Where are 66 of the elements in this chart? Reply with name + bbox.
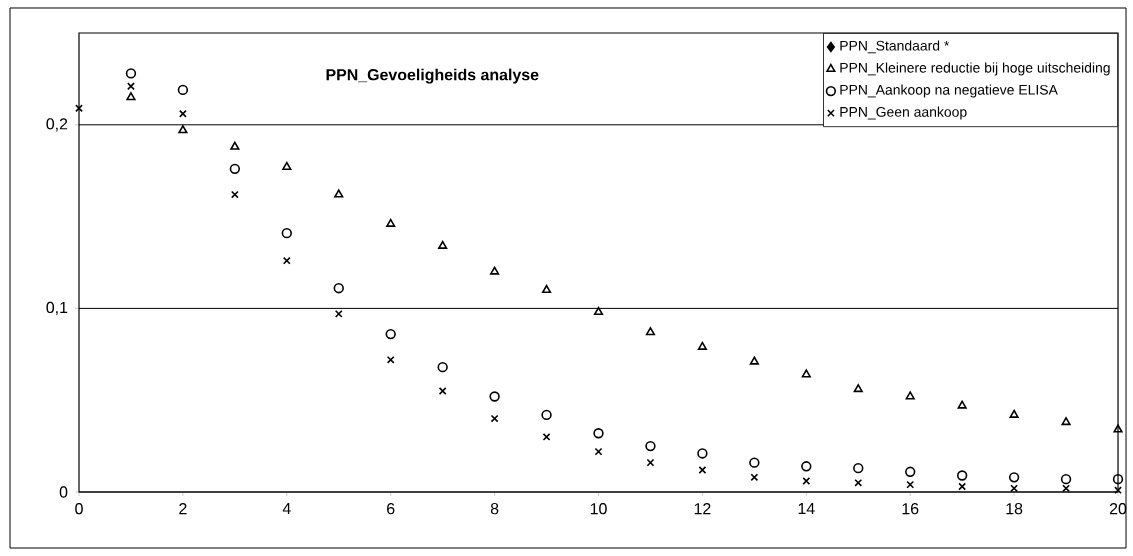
- point: [801, 461, 812, 472]
- point: [490, 414, 499, 423]
- point: [282, 161, 292, 171]
- point: [1009, 409, 1019, 418]
- point: [333, 283, 344, 294]
- point: [697, 341, 707, 350]
- x-tick-label: 6: [387, 503, 395, 515]
- legend-label: PPN_Standaard *: [840, 40, 950, 54]
- legend-label: PPN_Kleinere reductie bij hoge uitscheiding: [840, 62, 1110, 76]
- x-tick-label: 12: [694, 503, 711, 515]
- point: [593, 306, 604, 316]
- point: [179, 109, 187, 118]
- point: [956, 470, 968, 481]
- point: [489, 391, 500, 402]
- point: [853, 462, 864, 474]
- point: [386, 355, 395, 364]
- point: [230, 141, 240, 150]
- x-tick-label: 16: [902, 503, 919, 515]
- x-tick-label: 8: [490, 503, 499, 515]
- point: [178, 125, 188, 134]
- point: [646, 458, 655, 467]
- legend-label: PPN_Aankoop na negatieve ELISA: [840, 84, 1058, 98]
- point: [334, 189, 344, 198]
- x-tick-label: 0: [75, 503, 83, 515]
- point: [438, 240, 448, 249]
- y-tick-label: 0,1: [46, 301, 68, 315]
- point: [1113, 424, 1123, 433]
- x-tick-label: 2: [179, 503, 187, 515]
- point: [593, 428, 604, 439]
- point: [281, 227, 292, 239]
- y-tick-label: 0: [59, 486, 68, 498]
- point: [645, 327, 656, 336]
- point: [854, 478, 863, 487]
- point: [1061, 417, 1071, 426]
- x-tick-label: 10: [590, 503, 607, 515]
- point: [905, 466, 916, 477]
- point: [594, 447, 603, 456]
- point: [1008, 472, 1020, 483]
- point: [749, 356, 759, 365]
- legend-label: PPN_Geen aankoop: [840, 106, 967, 120]
- point: [853, 384, 863, 393]
- x-tick-label: 20: [1109, 503, 1127, 515]
- point: [1112, 473, 1124, 485]
- point: [229, 163, 241, 175]
- point: [750, 473, 759, 482]
- point: [437, 361, 448, 373]
- y-tick-label: 0,2: [46, 118, 68, 132]
- point: [490, 266, 500, 275]
- point: [645, 440, 656, 452]
- point: [125, 68, 137, 79]
- point: [541, 284, 552, 294]
- x-tick-label: 18: [1006, 503, 1023, 515]
- point: [126, 92, 136, 101]
- point: [905, 391, 915, 400]
- point: [697, 448, 708, 459]
- point: [749, 457, 760, 468]
- point: [177, 84, 189, 96]
- point: [801, 369, 811, 378]
- x-tick-label: 4: [282, 503, 291, 515]
- text: PPN_Gevoeligheids analyse: [326, 68, 539, 84]
- point: [385, 328, 396, 340]
- point: [957, 400, 967, 409]
- point: [386, 218, 396, 227]
- point: [1060, 473, 1072, 485]
- point: [541, 409, 552, 421]
- x-tick-label: 14: [798, 503, 815, 515]
